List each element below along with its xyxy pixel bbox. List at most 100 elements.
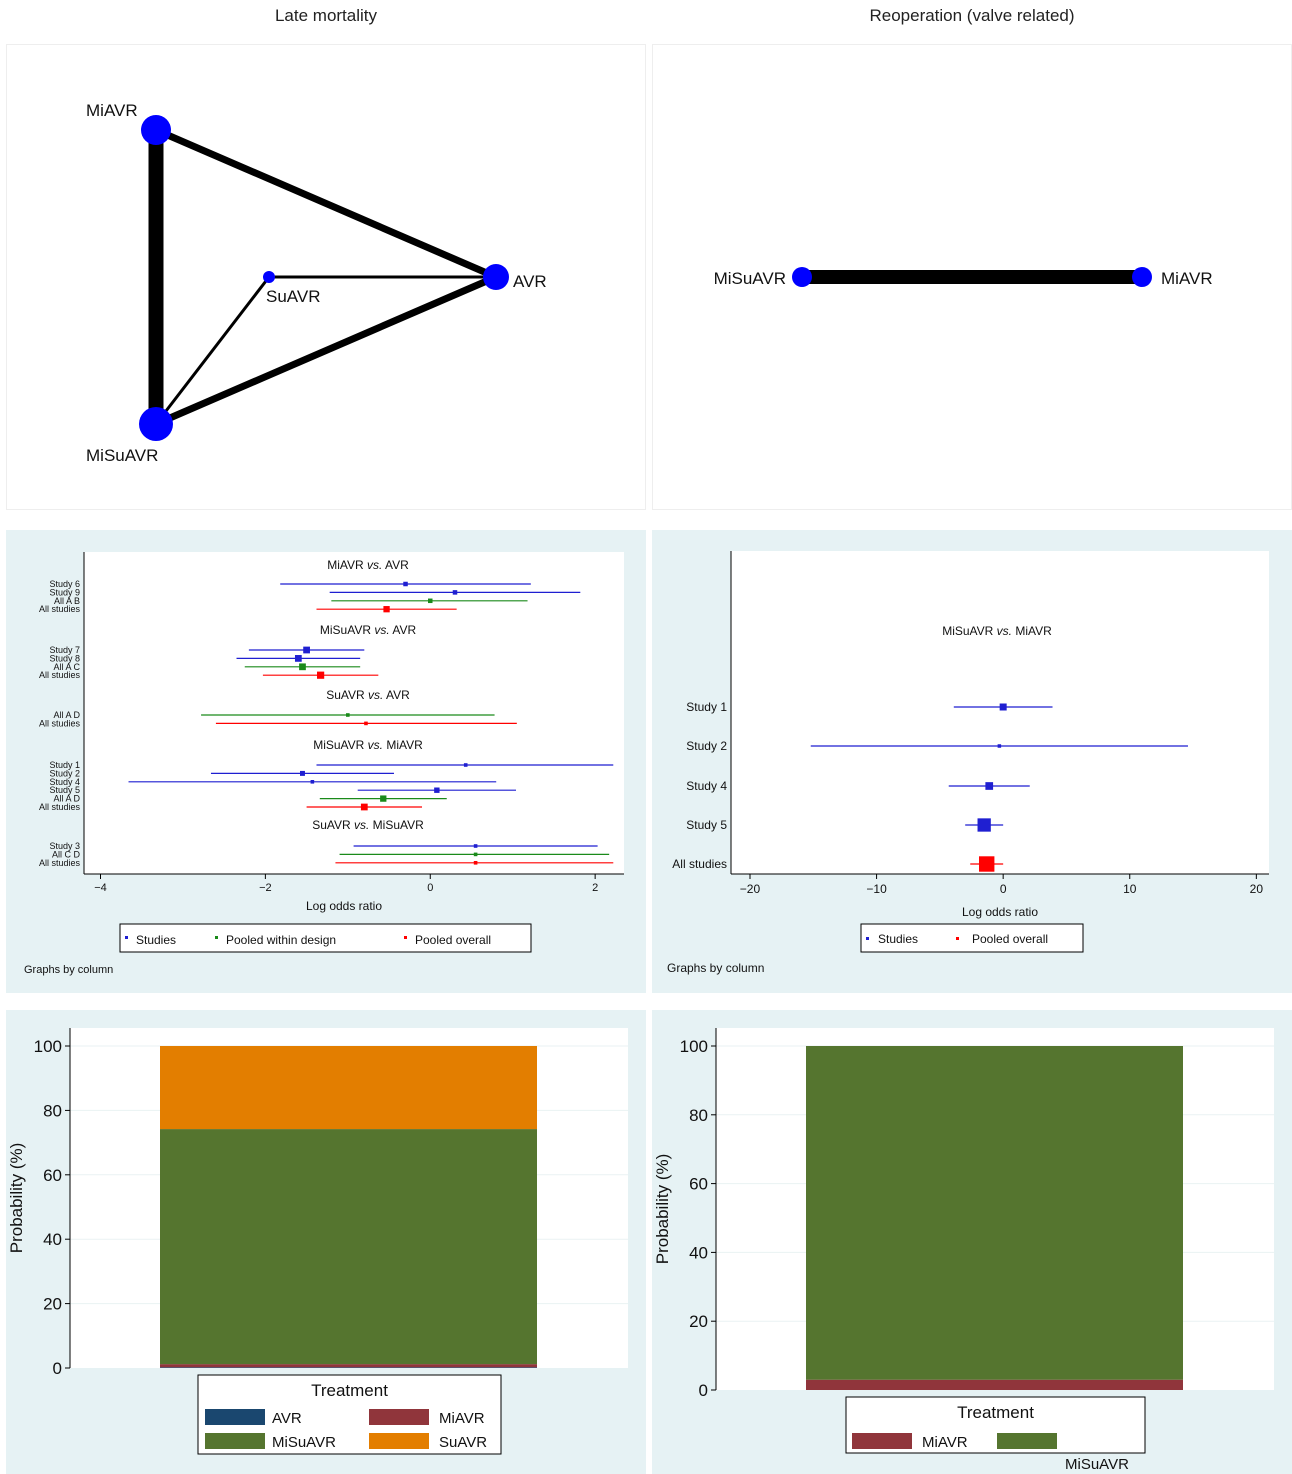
legend-swatch xyxy=(369,1433,429,1449)
legend-marker xyxy=(215,936,218,939)
legend-label: Pooled within design xyxy=(226,933,336,947)
legend-title: Treatment xyxy=(957,1403,1034,1422)
group-title: SuAVR vs. AVR xyxy=(326,688,410,702)
graphs-by-note: Graphs by column xyxy=(667,961,764,975)
point-estimate xyxy=(310,780,315,784)
forest-right-svg: −20 −10 0 10 20 Log odds ratio MiSuAVR vs. MiA… xyxy=(652,530,1292,993)
y-tick-label: 60 xyxy=(689,1175,708,1194)
bar-segment-misuavr xyxy=(806,1046,1183,1380)
point-estimate xyxy=(380,795,387,802)
point-estimate xyxy=(463,763,468,767)
row-label: Study 7 xyxy=(49,645,80,655)
legend-label: Studies xyxy=(878,932,918,946)
node-misuavr xyxy=(139,407,173,441)
group-title: SuAVR vs. MiSuAVR xyxy=(312,818,424,832)
legend-marker xyxy=(404,936,407,939)
row-label: Study 5 xyxy=(686,818,727,832)
row-label: All studies xyxy=(672,857,727,871)
node-label-miavr: MiAVR xyxy=(1161,269,1213,288)
forest-plot-reoperation: −20 −10 0 10 20 Log odds ratio MiSuAVR vs. MiA… xyxy=(652,530,1292,993)
point-estimate xyxy=(428,598,433,604)
legend-marker xyxy=(956,937,959,940)
node-miavr xyxy=(1132,267,1152,287)
row-label: All studies xyxy=(39,670,81,680)
legend-marker xyxy=(125,936,128,939)
y-axis-label: Probability (%) xyxy=(7,1143,26,1254)
row-label: All studies xyxy=(39,802,81,812)
group-title: MiSuAVR vs. AVR xyxy=(320,623,417,637)
row-label: Study 6 xyxy=(49,579,80,589)
point-estimate xyxy=(452,590,458,595)
point-estimate xyxy=(985,782,994,790)
row-label: Study 3 xyxy=(49,841,80,851)
y-tick-label: 20 xyxy=(689,1312,708,1331)
bar-segment-avr xyxy=(160,1367,537,1368)
node-label-suavr: SuAVR xyxy=(266,287,321,306)
row-label: All A D xyxy=(53,710,80,720)
row-label: All A B xyxy=(54,596,80,606)
y-tick-label: 100 xyxy=(680,1037,708,1056)
row-label: Study 8 xyxy=(49,653,80,663)
x-tick-label: −10 xyxy=(866,882,887,896)
row-label: All C D xyxy=(52,849,81,859)
point-estimate xyxy=(294,655,302,662)
legend-swatch xyxy=(369,1409,429,1425)
y-tick-label: 80 xyxy=(43,1101,62,1120)
legend-label: AVR xyxy=(272,1410,302,1427)
row-label: Study 5 xyxy=(49,785,80,795)
legend-title: Treatment xyxy=(311,1381,388,1400)
forest-left-svg: −4 −2 0 2 Log odds ratio MiAVR vs. AVR Study 6… xyxy=(6,530,646,993)
y-tick-label: 40 xyxy=(43,1230,62,1249)
point-estimate xyxy=(299,663,306,671)
row-label: Study 2 xyxy=(49,768,80,778)
node-label-avr: AVR xyxy=(513,272,547,291)
bar-segment-suavr xyxy=(160,1046,537,1130)
point-estimate xyxy=(403,581,408,587)
edge-miavr-avr xyxy=(154,126,498,281)
node-label-misuavr: MiSuAVR xyxy=(86,446,158,465)
legend-swatch xyxy=(852,1433,912,1449)
forest-right-legend xyxy=(860,923,1084,953)
x-tick-label: −2 xyxy=(259,882,272,894)
edge-suavr-misuavr xyxy=(154,276,271,425)
legend-label: MiSuAVR xyxy=(1065,1456,1129,1473)
row-label: All studies xyxy=(39,858,81,868)
ranking-bar-late-mortality: 0 20 40 60 80 100 Probability (%) Treatment AVR M… xyxy=(6,1010,646,1474)
point-estimate xyxy=(979,856,995,872)
group-title: MiAVR vs. AVR xyxy=(327,558,409,572)
point-estimate xyxy=(999,703,1007,711)
legend-marker xyxy=(866,937,869,940)
legend-label: Studies xyxy=(136,933,176,947)
point-estimate xyxy=(977,818,991,832)
bar-segment-miavr xyxy=(160,1364,537,1368)
bar-segment-misuavr xyxy=(160,1129,537,1365)
late-mortality-title: Late mortality xyxy=(274,6,378,25)
point-estimate xyxy=(346,713,350,717)
legend-swatch xyxy=(997,1433,1057,1449)
node-suavr xyxy=(263,271,275,283)
y-tick-label: 0 xyxy=(699,1381,708,1400)
x-axis-label: Log odds ratio xyxy=(962,905,1038,919)
legend-label: MiSuAVR xyxy=(272,1434,336,1451)
legend-label: Pooled overall xyxy=(972,932,1048,946)
network-plot-late-mortality: MiAVR AVR SuAVR MiSuAVR xyxy=(6,44,646,510)
legend-swatch xyxy=(205,1409,265,1425)
row-label: Study 2 xyxy=(686,739,727,753)
forest-left-legend xyxy=(119,923,532,953)
row-label: All A C xyxy=(53,662,80,672)
row-label: All A D xyxy=(53,794,80,804)
row-label: Study 1 xyxy=(686,700,727,714)
point-estimate xyxy=(434,787,440,793)
y-tick-label: 60 xyxy=(43,1166,62,1185)
point-estimate xyxy=(997,744,1002,748)
network-plot-reoperation: MiSuAVR MiAVR xyxy=(652,44,1292,510)
node-miavr xyxy=(141,115,171,145)
x-tick-label: −4 xyxy=(94,882,107,894)
x-tick-label: 0 xyxy=(1000,882,1007,896)
x-axis-label: Log odds ratio xyxy=(306,899,382,913)
graphs-by-note: Graphs by column xyxy=(24,964,113,976)
point-estimate xyxy=(473,844,478,848)
row-label: Study 4 xyxy=(49,777,80,787)
bar-left-svg: 0 20 40 60 80 100 Probability (%) Treatment AVR M… xyxy=(6,1010,646,1474)
y-tick-label: 0 xyxy=(53,1359,62,1378)
